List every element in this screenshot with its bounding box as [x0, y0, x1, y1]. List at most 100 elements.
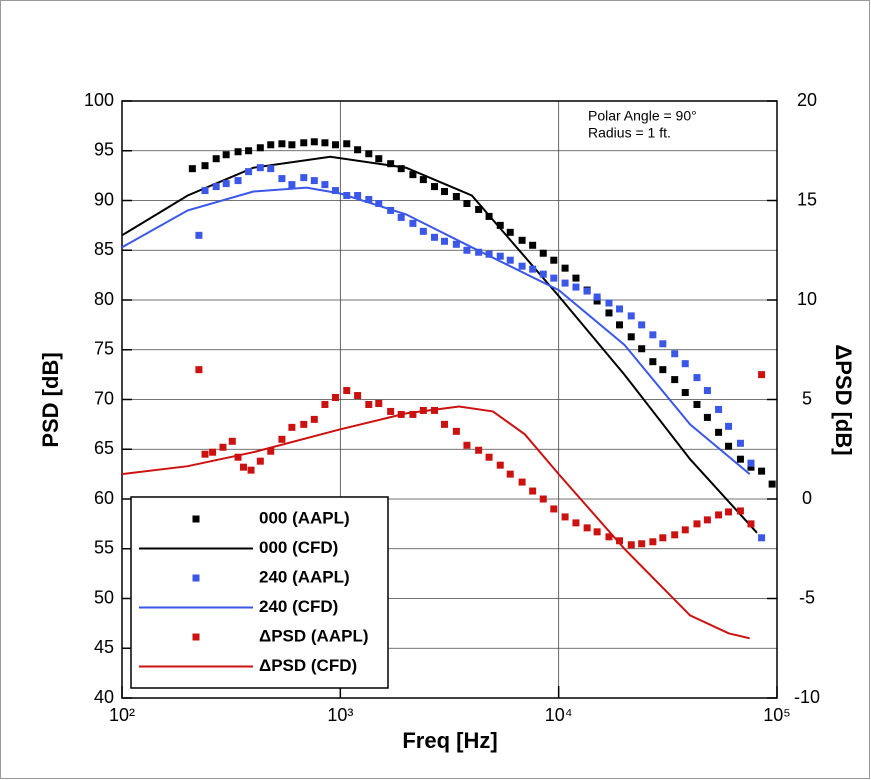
marker: [659, 534, 667, 542]
y-tick-label: 75: [94, 339, 114, 359]
marker: [234, 148, 242, 156]
y-tick-label: 80: [94, 289, 114, 309]
marker: [431, 183, 439, 191]
marker: [681, 389, 689, 397]
marker: [475, 205, 483, 213]
y-tick-label: 40: [94, 687, 114, 707]
marker: [649, 331, 657, 339]
marker: [331, 187, 339, 195]
marker: [715, 511, 723, 519]
y-tick-label: 95: [94, 140, 114, 160]
marker: [593, 528, 601, 536]
legend-label: ΔPSD (CFD): [259, 656, 357, 675]
marker: [343, 387, 351, 395]
marker: [441, 237, 449, 245]
marker: [627, 333, 635, 341]
marker: [725, 442, 733, 450]
marker: [681, 360, 689, 368]
y2-axis-label: ΔPSD [dB]: [831, 344, 856, 455]
annotation: Radius = 1 ft.: [588, 125, 671, 141]
y2-tick-label: -5: [799, 587, 815, 607]
y-tick-label: 65: [94, 438, 114, 458]
marker: [239, 463, 247, 471]
marker: [463, 441, 471, 449]
x-tick-label: 10⁴: [545, 705, 573, 725]
marker: [616, 305, 624, 313]
y-tick-label: 85: [94, 239, 114, 259]
marker: [736, 439, 744, 447]
y-tick-label: 100: [84, 90, 114, 110]
x-tick-label: 10³: [327, 705, 353, 725]
marker: [496, 461, 504, 469]
marker: [245, 168, 253, 176]
marker: [659, 366, 667, 374]
legend-marker: [192, 515, 200, 523]
marker: [397, 213, 405, 221]
marker: [496, 252, 504, 260]
marker: [616, 537, 624, 545]
marker: [234, 453, 242, 461]
marker: [201, 450, 209, 458]
marker: [506, 228, 514, 236]
marker: [452, 240, 460, 248]
marker: [288, 141, 296, 149]
marker: [441, 420, 449, 428]
line: [121, 186, 751, 475]
legend-marker: [192, 633, 200, 641]
marker: [583, 524, 591, 532]
marker: [441, 188, 449, 196]
marker: [354, 146, 362, 154]
legend-label: ΔPSD (AAPL): [259, 626, 369, 645]
marker: [288, 181, 296, 189]
marker: [375, 199, 383, 207]
marker: [572, 519, 580, 527]
marker: [475, 248, 483, 256]
marker: [725, 422, 733, 430]
legend-label: 000 (AAPL): [259, 508, 350, 527]
marker: [715, 428, 723, 436]
marker: [561, 513, 569, 521]
marker: [228, 437, 236, 445]
marker: [419, 176, 427, 184]
legend-label: 240 (CFD): [259, 597, 338, 616]
marker: [649, 358, 657, 366]
marker: [375, 155, 383, 163]
marker: [627, 312, 635, 320]
marker: [321, 400, 329, 408]
marker: [593, 293, 601, 301]
marker: [506, 470, 514, 478]
marker: [365, 150, 373, 158]
y-axis-label: PSD [dB]: [38, 352, 63, 447]
marker: [539, 249, 547, 257]
marker: [288, 423, 296, 431]
y2-tick-label: -10: [794, 687, 820, 707]
marker: [529, 241, 537, 249]
marker: [583, 287, 591, 295]
marker: [267, 447, 275, 455]
marker: [605, 309, 613, 317]
marker: [506, 256, 514, 264]
marker: [300, 420, 308, 428]
marker: [703, 387, 711, 395]
marker: [331, 141, 339, 149]
marker: [605, 533, 613, 541]
marker: [572, 283, 580, 291]
marker: [681, 526, 689, 534]
marker: [267, 165, 275, 173]
marker: [671, 531, 679, 539]
marker: [475, 446, 483, 454]
marker: [219, 443, 227, 451]
marker: [539, 270, 547, 278]
marker: [518, 262, 526, 270]
marker: [659, 340, 667, 348]
y-tick-label: 60: [94, 488, 114, 508]
marker: [671, 376, 679, 384]
marker: [387, 160, 395, 168]
marker: [419, 227, 427, 235]
marker: [331, 394, 339, 402]
marker: [561, 279, 569, 287]
marker: [638, 345, 646, 353]
marker: [496, 221, 504, 229]
line: [121, 155, 758, 534]
marker: [616, 321, 624, 329]
